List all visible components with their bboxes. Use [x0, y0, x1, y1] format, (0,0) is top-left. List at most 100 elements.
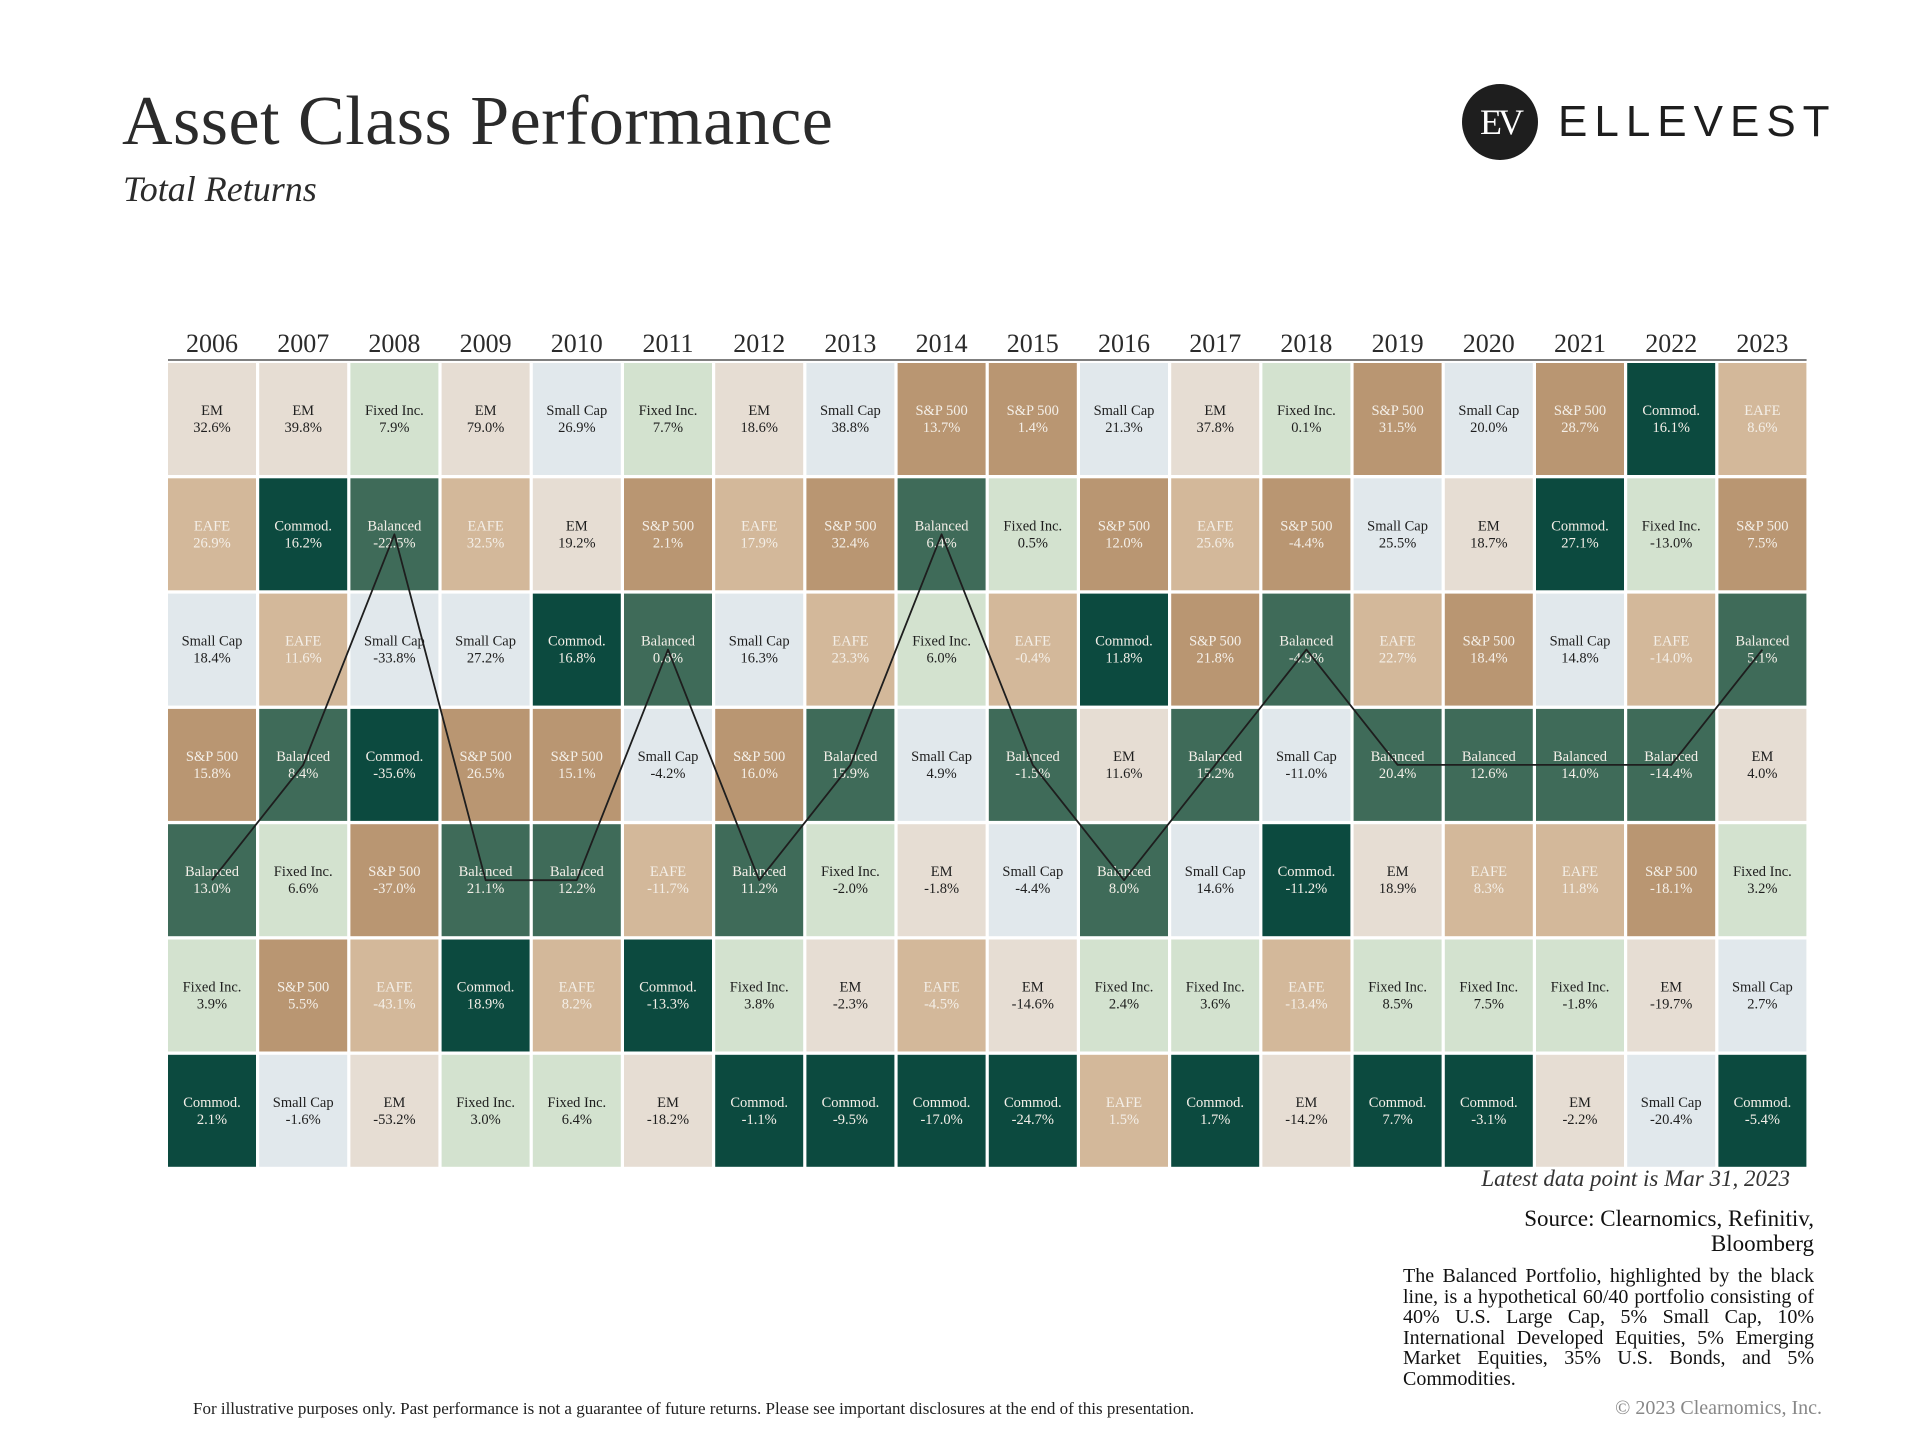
cell-asset-label: Balanced	[459, 864, 514, 880]
cell-return-value: 27.2%	[467, 651, 504, 667]
cell-return-value: 20.0%	[1470, 420, 1507, 436]
cell-return-value: 11.8%	[1106, 651, 1143, 667]
cell-bg	[1171, 1054, 1260, 1167]
cell-fixed-inc: Fixed Inc.3.0%	[441, 1054, 530, 1167]
page-subtitle: Total Returns	[123, 169, 317, 209]
cell-bg	[1353, 478, 1442, 591]
cell-fixed-inc: Fixed Inc.7.7%	[624, 363, 712, 475]
cell-bg	[1627, 478, 1716, 591]
cell-bg	[1353, 824, 1442, 937]
cell-return-value: 19.2%	[558, 535, 595, 551]
cell-bg	[1444, 939, 1533, 1052]
cell-bg	[1536, 1054, 1624, 1167]
year-label: 2012	[733, 329, 785, 358]
cell-bg	[897, 939, 986, 1052]
cell-bg	[624, 363, 712, 475]
cell-bg	[1536, 939, 1624, 1052]
cell-bg	[532, 1054, 621, 1167]
cell-asset-label: EAFE	[1562, 864, 1598, 880]
cell-asset-label: S&P 500	[915, 403, 967, 419]
cell-asset-label: S&P 500	[186, 749, 238, 765]
cell-return-value: -0.4%	[1015, 651, 1050, 667]
cell-return-value: -18.1%	[1650, 881, 1692, 897]
cell-bg	[1171, 939, 1260, 1052]
cell-fixed-inc: Fixed Inc.6.6%	[259, 824, 348, 937]
cell-return-value: 21.1%	[467, 881, 504, 897]
cell-return-value: -14.4%	[1650, 766, 1692, 782]
cell-eafe: EAFE-0.4%	[988, 593, 1077, 706]
cell-asset-label: Small Cap	[911, 749, 972, 765]
cell-asset-label: Small Cap	[638, 749, 699, 765]
cell-return-value: 8.0%	[1109, 881, 1139, 897]
cell-bg	[806, 824, 895, 937]
cell-commod: Commod.11.8%	[1080, 593, 1168, 706]
cell-asset-label: Balanced	[185, 864, 240, 880]
cell-asset-label: Small Cap	[1641, 1095, 1702, 1111]
cell-bg	[441, 478, 530, 591]
cell-return-value: 3.6%	[1200, 997, 1230, 1013]
cell-bg	[624, 708, 712, 821]
cell-bg	[624, 824, 712, 937]
cell-bg	[1262, 478, 1351, 591]
cell-asset-label: EAFE	[467, 518, 503, 534]
cell-small-cap: Small Cap-4.2%	[624, 708, 712, 821]
cell-return-value: 12.0%	[1105, 535, 1142, 551]
cell-s-p-500: S&P 500-37.0%	[350, 824, 439, 937]
cell-bg	[168, 363, 256, 475]
cell-asset-label: Commod.	[1186, 1095, 1244, 1111]
cell-return-value: 18.4%	[1470, 651, 1507, 667]
cell-fixed-inc: Fixed Inc.7.5%	[1444, 939, 1533, 1052]
year-label: 2015	[1007, 329, 1059, 358]
cell-bg	[441, 363, 530, 475]
cell-return-value: -20.4%	[1650, 1112, 1692, 1128]
cell-return-value: -37.0%	[373, 881, 415, 897]
cell-asset-label: Fixed Inc.	[1642, 518, 1701, 534]
cell-return-value: 28.7%	[1561, 420, 1598, 436]
cell-asset-label: S&P 500	[642, 518, 694, 534]
cell-bg	[806, 939, 895, 1052]
cell-return-value: -35.6%	[373, 766, 415, 782]
cell-asset-label: Balanced	[550, 864, 605, 880]
cell-asset-label: EAFE	[1197, 518, 1233, 534]
cell-return-value: -13.4%	[1285, 997, 1327, 1013]
cell-fixed-inc: Fixed Inc.8.5%	[1353, 939, 1442, 1052]
cell-asset-label: Balanced	[1644, 749, 1699, 765]
cell-return-value: 2.4%	[1109, 997, 1139, 1013]
cell-asset-label: S&P 500	[277, 980, 329, 996]
cell-return-value: 7.5%	[1474, 997, 1504, 1013]
cell-asset-label: Small Cap	[1276, 749, 1337, 765]
cell-asset-label: EM	[1387, 864, 1409, 880]
cell-return-value: -14.2%	[1285, 1112, 1327, 1128]
cell-s-p-500: S&P 500-18.1%	[1627, 824, 1716, 937]
year-label: 2021	[1554, 329, 1606, 358]
cell-commod: Commod.7.7%	[1353, 1054, 1442, 1167]
cell-asset-label: Commod.	[1095, 634, 1153, 650]
year-label: 2023	[1736, 329, 1788, 358]
cell-bg	[1080, 939, 1168, 1052]
cell-asset-label: EAFE	[1015, 634, 1051, 650]
cell-asset-label: EM	[1113, 749, 1135, 765]
cell-bg	[1171, 363, 1260, 475]
cell-asset-label: Small Cap	[273, 1095, 334, 1111]
cell-asset-label: Balanced	[1371, 749, 1426, 765]
cell-asset-label: EM	[1660, 980, 1682, 996]
cell-bg	[350, 1054, 439, 1167]
cell-em: EM-14.2%	[1262, 1054, 1351, 1167]
cell-asset-label: S&P 500	[1645, 864, 1697, 880]
cell-bg	[1627, 593, 1716, 706]
cell-asset-label: EAFE	[1744, 403, 1780, 419]
cell-return-value: 79.0%	[467, 420, 504, 436]
cell-asset-label: Balanced	[915, 518, 970, 534]
cell-return-value: 3.2%	[1747, 881, 1777, 897]
cell-small-cap: Small Cap-4.4%	[988, 824, 1077, 937]
